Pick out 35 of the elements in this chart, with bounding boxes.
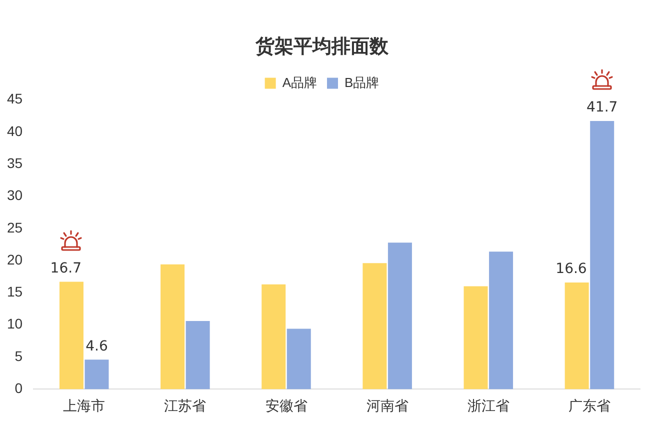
legend-label: B品牌 (344, 74, 380, 90)
bar (464, 286, 488, 390)
data-label: 41.7 (586, 100, 618, 116)
bar (388, 242, 412, 390)
data-label: 16.7 (50, 260, 82, 276)
x-tick-label: 安徽省 (265, 397, 308, 414)
x-tick-label: 上海市 (63, 397, 106, 414)
bar (489, 252, 514, 390)
data-label: 4.6 (86, 338, 108, 354)
x-tick-label: 河南省 (366, 397, 408, 414)
x-tick-label: 广东省 (568, 397, 610, 414)
x-tick-label: 浙江省 (467, 397, 510, 414)
bar (362, 263, 387, 390)
y-tick-label: 35 (6, 154, 23, 171)
bar (84, 360, 109, 390)
y-tick-label: 30 (6, 187, 23, 204)
bar (286, 328, 311, 390)
legend-label: A品牌 (282, 74, 317, 90)
y-tick-label: 20 (6, 251, 23, 268)
y-tick-label: 0 (14, 380, 23, 396)
bar (590, 121, 614, 390)
chart-title: 货架平均排面数 (254, 35, 390, 58)
bar (160, 264, 185, 390)
y-tick-label: 15 (6, 284, 23, 300)
x-tick-label: 江苏省 (164, 397, 206, 414)
y-tick-label: 10 (6, 316, 23, 332)
y-tick-label: 5 (14, 348, 23, 364)
bar (186, 321, 210, 390)
y-tick-label: 45 (6, 90, 23, 107)
y-tick-label: 40 (6, 122, 23, 139)
bar (59, 282, 84, 390)
y-tick-label: 25 (6, 219, 23, 236)
bar (262, 284, 286, 390)
bar (564, 282, 589, 390)
data-label: 16.6 (556, 261, 587, 278)
